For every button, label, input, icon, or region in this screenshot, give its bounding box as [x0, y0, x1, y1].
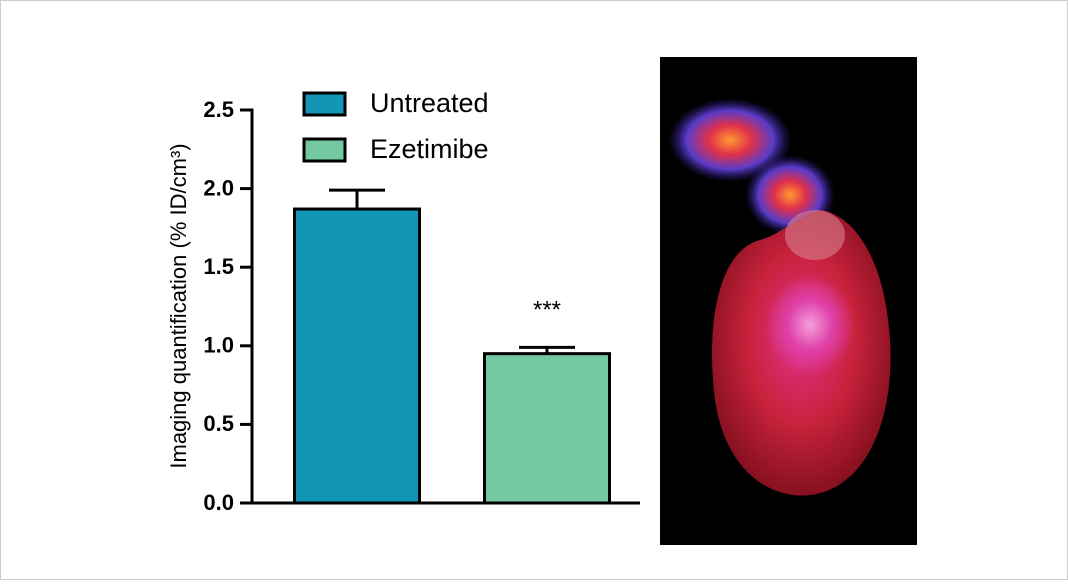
annotation: *** [533, 297, 561, 324]
bar [293, 207, 421, 505]
y-tick-label: 0.0 [203, 490, 234, 515]
image-panel [660, 57, 917, 545]
legend-swatch [302, 137, 347, 163]
legend-swatch [302, 91, 347, 117]
y-tick-label: 0.5 [203, 411, 234, 436]
y-tick-label: 1.0 [203, 333, 234, 358]
bar [483, 352, 611, 505]
y-tick-label: 2.0 [203, 175, 234, 200]
legend-label: Ezetimibe [370, 134, 489, 164]
y-tick-label: 1.5 [203, 254, 234, 279]
y-axis-label: Imaging quantification (% ID/cm³) [166, 143, 191, 468]
y-tick-label: 2.5 [203, 97, 234, 122]
legend-label: Untreated [370, 88, 489, 118]
